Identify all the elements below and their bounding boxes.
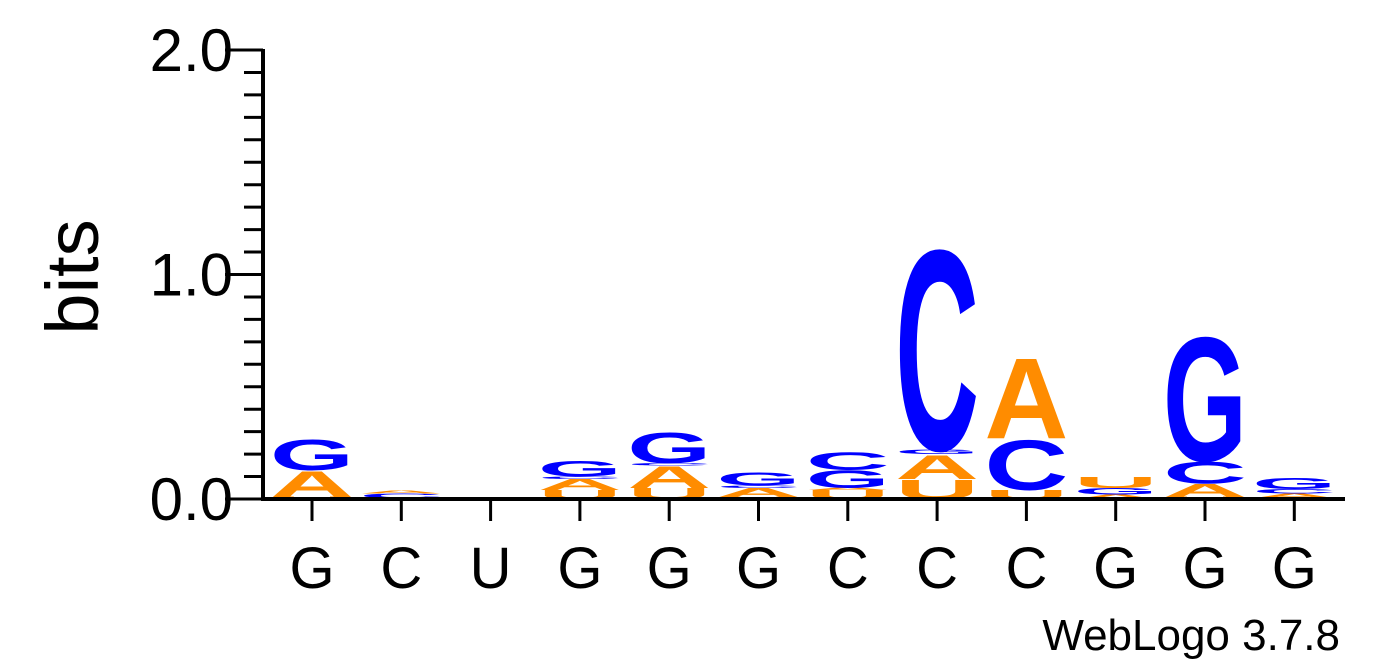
- logo-letter-A: A: [984, 334, 1068, 463]
- y-tick-label: 0.0: [150, 466, 233, 533]
- logo-letter-G: G: [1252, 475, 1336, 492]
- x-tick-label: G: [289, 536, 334, 601]
- logo-letter-G: G: [717, 469, 801, 490]
- x-tick-label: G: [736, 536, 781, 601]
- y-axis: 0.0 1.0 2.0: [150, 17, 265, 533]
- x-tick-label: C: [916, 536, 958, 601]
- logo-letter-C: C: [717, 485, 801, 488]
- logo-letter-G: G: [627, 424, 711, 473]
- x-tick-label: G: [1093, 536, 1138, 601]
- logo-letter-A: A: [359, 489, 443, 494]
- logo-letter-A: A: [1074, 493, 1158, 500]
- logo-letter-C: C: [806, 447, 890, 475]
- logo-letter-C: C: [359, 492, 443, 499]
- x-tick-label: C: [827, 536, 869, 601]
- x-tick-label: U: [470, 536, 512, 601]
- weblogo-credit: WebLogo 3.7.8: [1042, 611, 1340, 660]
- logo-letter-G: G: [1163, 301, 1247, 499]
- logo-letter-C: C: [627, 463, 711, 466]
- x-tick-label: G: [1272, 536, 1317, 601]
- logo-letter-G: G: [538, 457, 622, 482]
- x-tick-label: G: [557, 536, 602, 601]
- logo-letter-G: G: [806, 465, 890, 493]
- x-tick-label: C: [380, 536, 422, 601]
- logo-letter-A: A: [1163, 480, 1247, 501]
- logo-letter-C: C: [895, 191, 979, 511]
- y-tick-label: 1.0: [150, 242, 233, 309]
- logo-letter-A: A: [717, 485, 801, 499]
- y-tick-label: 2.0: [150, 17, 233, 84]
- logo-letter-A: A: [538, 476, 622, 493]
- x-tick-label: G: [1182, 536, 1227, 601]
- logo-letter-G: G: [1074, 486, 1158, 496]
- logo-letter-A: A: [806, 487, 890, 490]
- logo-letter-A: A: [627, 460, 711, 495]
- logo-letter-C: C: [1163, 455, 1247, 490]
- logo-letter-G: G: [270, 431, 354, 480]
- logo-letter-G: G: [895, 449, 979, 456]
- logo-letter-C: C: [538, 476, 622, 479]
- logo-letter-A: A: [1252, 492, 1336, 499]
- y-axis-label: bits: [31, 219, 114, 334]
- x-tick-label: C: [1005, 536, 1047, 601]
- logo-stacks: UAGCAUACGUACGUACGUAGCUAGCUCAAGUUACGACG: [270, 191, 1336, 511]
- logo-letter-A: A: [895, 448, 979, 486]
- x-tick-label: G: [647, 536, 692, 601]
- logo-letter-C: C: [984, 426, 1068, 505]
- logo-letter-C: C: [1252, 488, 1336, 495]
- logo-letter-U: U: [1074, 474, 1158, 491]
